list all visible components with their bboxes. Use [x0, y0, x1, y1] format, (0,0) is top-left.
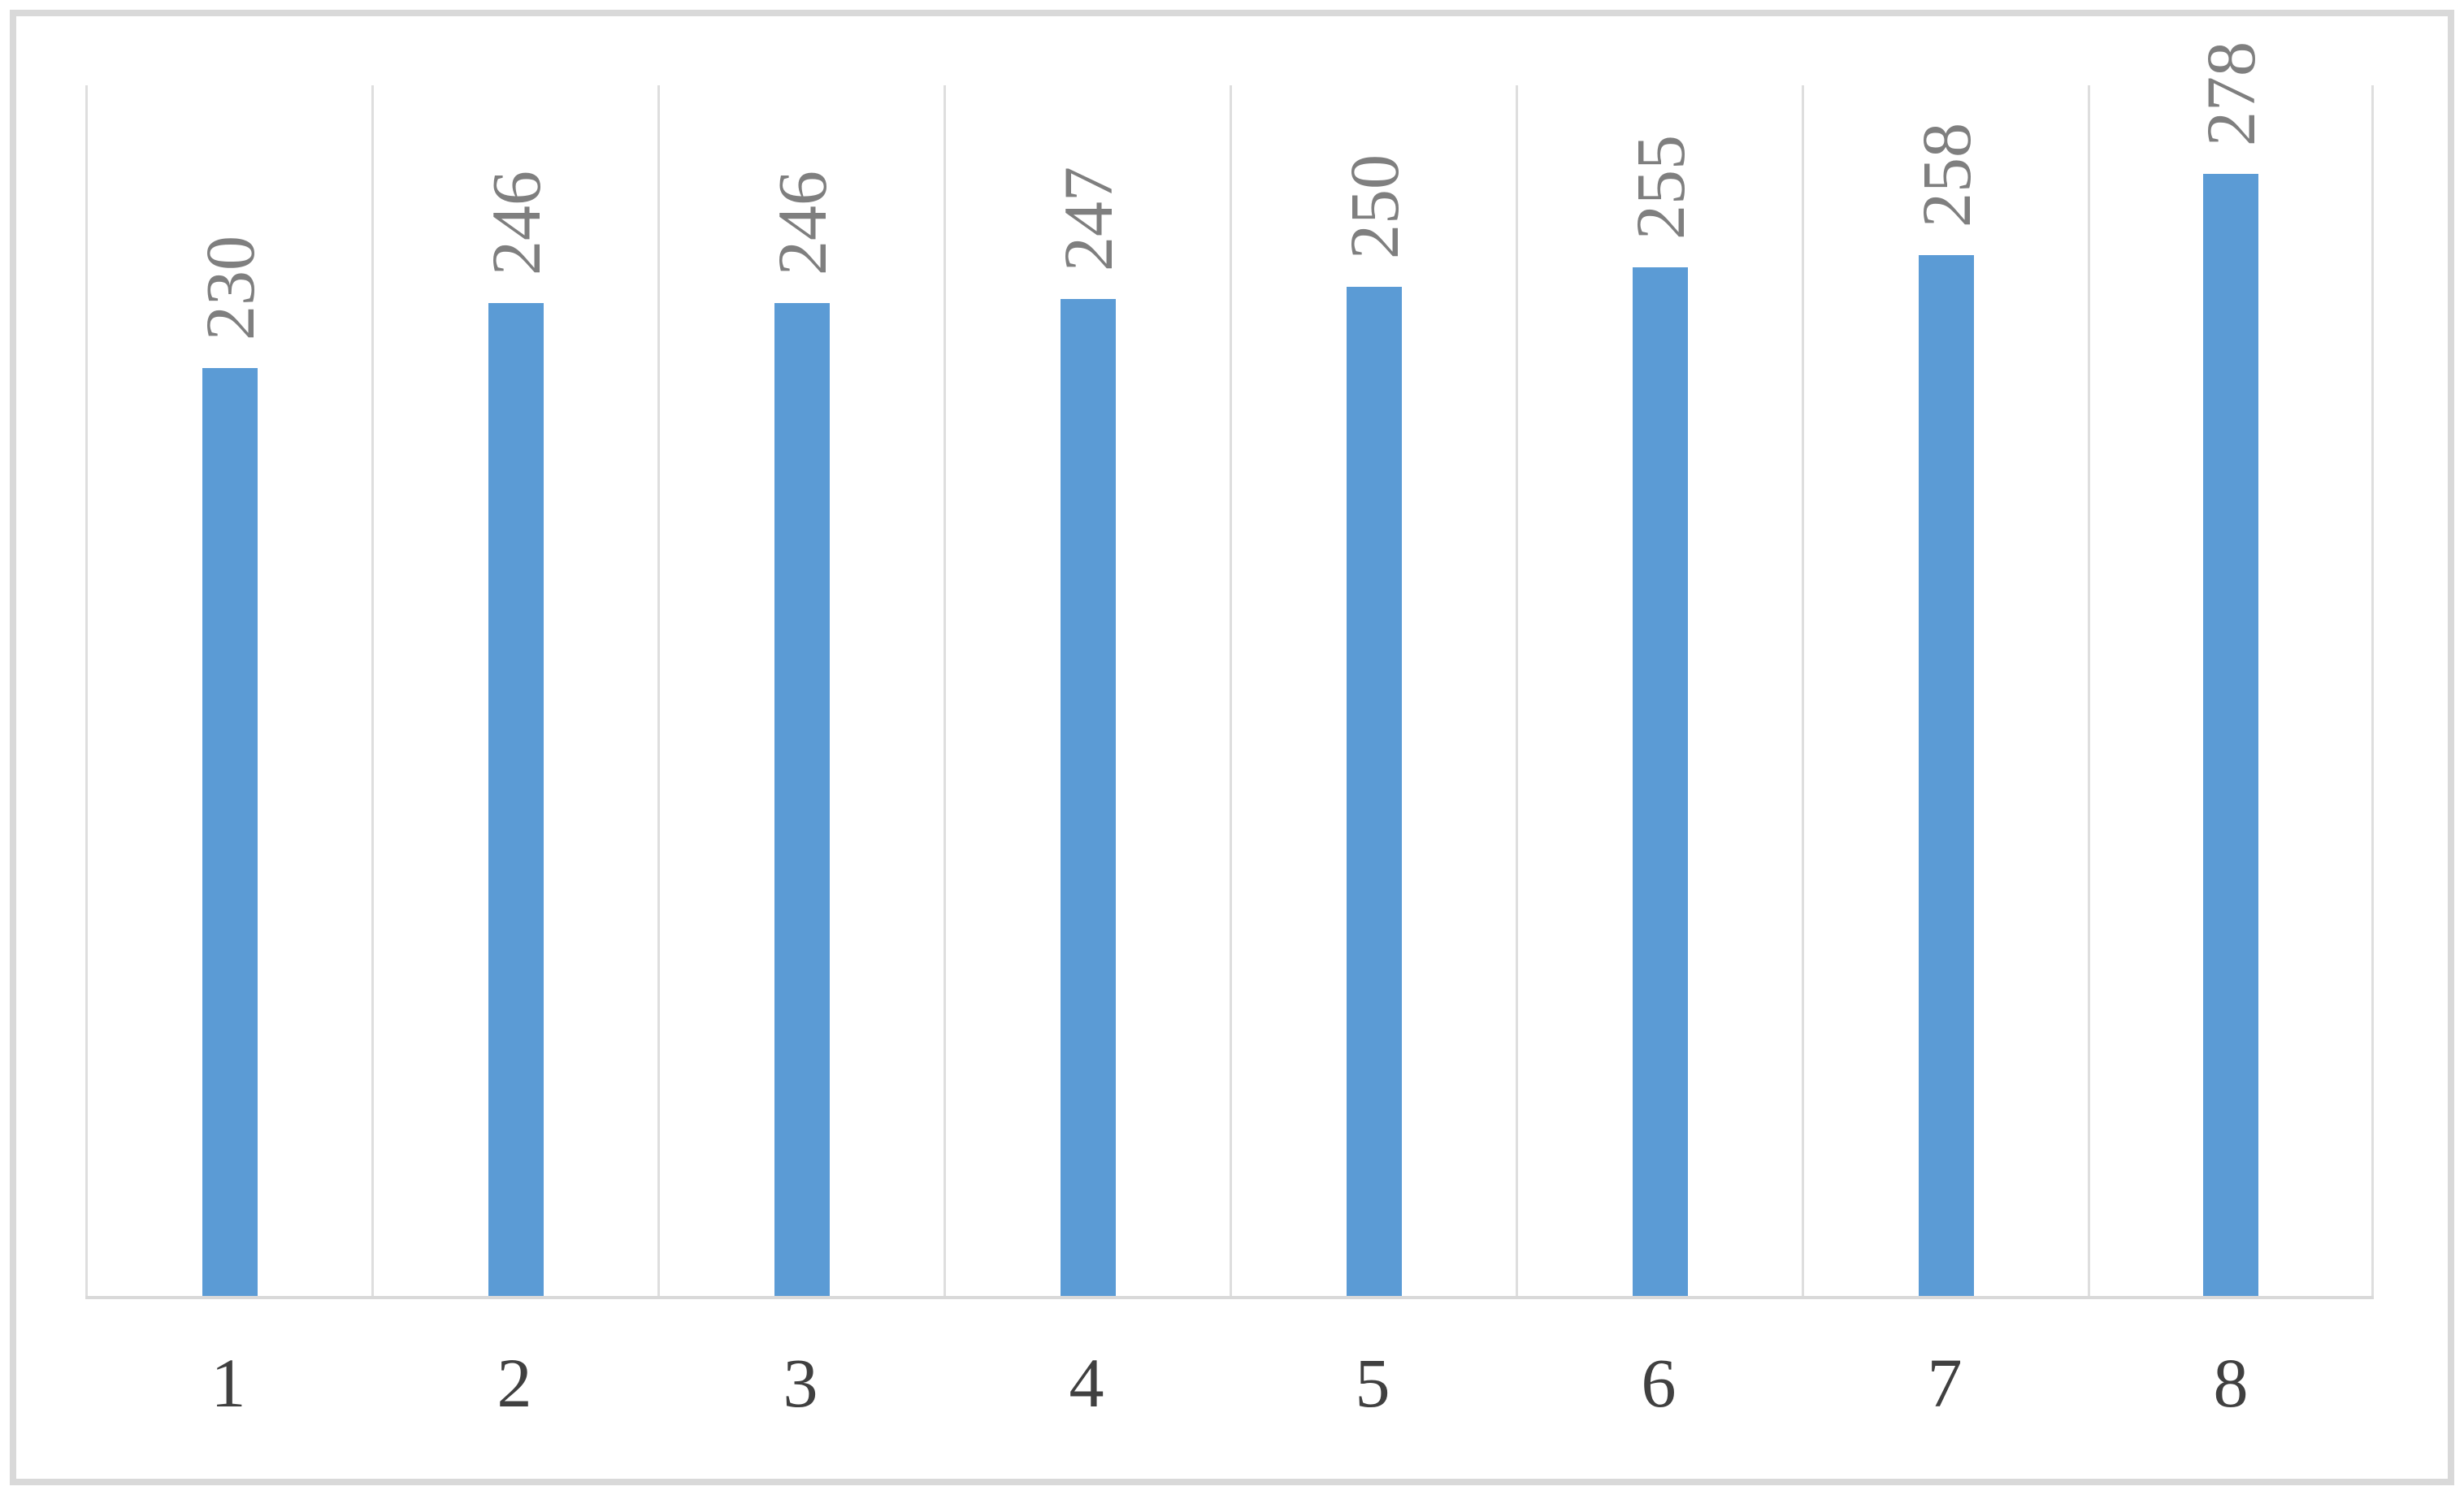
- category-cell: 250: [1230, 85, 1516, 1296]
- x-axis-label: 4: [1069, 1344, 1104, 1422]
- bar-value-label: 255: [1620, 134, 1699, 240]
- x-axis-cell: 5: [1230, 1299, 1516, 1418]
- bar: [774, 303, 830, 1296]
- x-axis-label: 8: [2213, 1344, 2249, 1422]
- x-axis-cell: 4: [944, 1299, 1230, 1418]
- bar-value-label: 278: [2192, 41, 2270, 147]
- bar: [1346, 287, 1402, 1296]
- x-axis-cell: 1: [85, 1299, 371, 1418]
- x-axis-cell: 8: [2088, 1299, 2374, 1418]
- plot-area: 230 246 246 247 250 255 258 278: [85, 41, 2374, 1299]
- category-cell: 247: [944, 85, 1230, 1296]
- chart-frame: [10, 10, 2454, 1485]
- bar-value-label: 258: [1907, 122, 1985, 228]
- bar: [2203, 174, 2258, 1296]
- bar: [1918, 254, 1974, 1296]
- x-axis-label: 1: [210, 1344, 246, 1422]
- x-axis-label: 3: [783, 1344, 818, 1422]
- bar-value-label: 246: [762, 171, 841, 276]
- x-axis-label: 5: [1355, 1344, 1390, 1422]
- bar: [1632, 266, 1688, 1296]
- category-cell: 246: [371, 85, 657, 1296]
- bar-value-label: 247: [1048, 167, 1127, 272]
- x-axis-label: 7: [1927, 1344, 1963, 1422]
- x-axis-cell: 2: [371, 1299, 657, 1418]
- bar-value-label: 250: [1334, 154, 1413, 260]
- x-axis-label: 6: [1641, 1344, 1677, 1422]
- x-axis-cell: 6: [1516, 1299, 1802, 1418]
- bar: [202, 367, 258, 1296]
- category-cell: 258: [1802, 85, 2088, 1296]
- category-cell: 255: [1516, 85, 1802, 1296]
- category-cell: 246: [657, 85, 944, 1296]
- x-axis-cell: 7: [1802, 1299, 2088, 1418]
- bar: [488, 303, 544, 1296]
- category-cell: 278: [2088, 41, 2374, 1296]
- bar-value-label: 246: [476, 171, 555, 276]
- category-cell: 230: [85, 85, 371, 1296]
- x-axis-cell: 3: [657, 1299, 944, 1418]
- bar-value-label: 230: [190, 235, 269, 340]
- bar: [1060, 299, 1116, 1296]
- x-axis-label: 2: [497, 1344, 532, 1422]
